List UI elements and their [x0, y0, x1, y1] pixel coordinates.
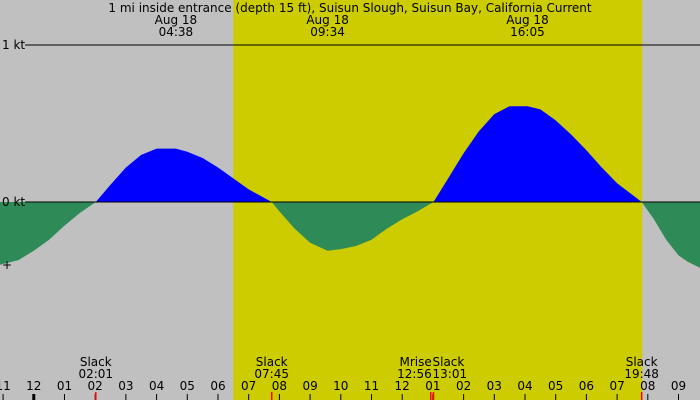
event-label-3: Slack — [433, 355, 465, 369]
event-time-4: 19:48 — [624, 367, 659, 381]
hour-tick-label-19: 06 — [579, 379, 594, 393]
hour-tick-label-15: 02 — [456, 379, 471, 393]
chart-title: 1 mi inside entrance (depth 15 ft), Suis… — [108, 1, 591, 15]
hour-tick-label-11: 10 — [333, 379, 348, 393]
peak-date-1: Aug 18 — [306, 13, 349, 27]
flood-area-1 — [95, 148, 272, 202]
hour-tick-label-5: 04 — [149, 379, 164, 393]
ebb-area-2 — [271, 202, 434, 251]
hour-tick-label-9: 08 — [272, 379, 287, 393]
ebb-area-0 — [0, 202, 96, 265]
hour-tick-label-7: 06 — [210, 379, 225, 393]
peak-time-0: 04:38 — [159, 25, 194, 39]
hour-tick-label-18: 05 — [548, 379, 563, 393]
hour-tick-label-17: 04 — [517, 379, 532, 393]
hour-tick-label-1: 12 — [26, 379, 41, 393]
hour-tick-label-20: 07 — [609, 379, 624, 393]
chart-labels: 1 mi inside entrance (depth 15 ft), Suis… — [2, 1, 659, 381]
hour-tick-label-13: 12 — [395, 379, 410, 393]
hour-tick-label-22: 09 — [671, 379, 686, 393]
hour-tick-label-0: 11 — [0, 379, 11, 393]
y-tick-label-2: + — [2, 258, 12, 272]
peak-date-0: Aug 18 — [155, 13, 198, 27]
hour-tick-label-12: 11 — [364, 379, 379, 393]
event-label-4: Slack — [626, 355, 658, 369]
hour-tick-label-10: 09 — [302, 379, 317, 393]
reference-lines — [25, 44, 700, 203]
ebb-area-4 — [641, 202, 700, 268]
peak-date-2: Aug 18 — [506, 13, 549, 27]
event-time-0: 02:01 — [78, 367, 113, 381]
event-label-2: Mrise — [399, 355, 431, 369]
event-time-1: 07:45 — [254, 367, 289, 381]
hour-tick-label-6: 05 — [180, 379, 195, 393]
y-tick-label-0: 1 kt — [2, 38, 25, 52]
peak-time-1: 09:34 — [310, 25, 345, 39]
event-label-1: Slack — [256, 355, 288, 369]
event-time-2: 12:56 — [397, 367, 432, 381]
flood-area-3 — [433, 106, 642, 202]
hour-tick-label-3: 02 — [88, 379, 103, 393]
event-time-3: 13:01 — [433, 367, 468, 381]
hour-tick-label-16: 03 — [487, 379, 502, 393]
hour-tick-label-4: 03 — [118, 379, 133, 393]
hour-tick-label-14: 01 — [425, 379, 440, 393]
hour-tick-label-8: 07 — [241, 379, 256, 393]
y-tick-label-1: 0 kt — [2, 195, 25, 209]
time-axis: 11 12 01 02 03 04 05 06 07 08 09 10 11 12 01 02 03 04 05 06… — [0, 379, 686, 400]
hour-tick-label-2: 01 — [57, 379, 72, 393]
current-areas — [0, 106, 700, 268]
peak-time-2: 16:05 — [510, 25, 545, 39]
event-label-0: Slack — [80, 355, 112, 369]
hour-tick-label-21: 08 — [640, 379, 655, 393]
